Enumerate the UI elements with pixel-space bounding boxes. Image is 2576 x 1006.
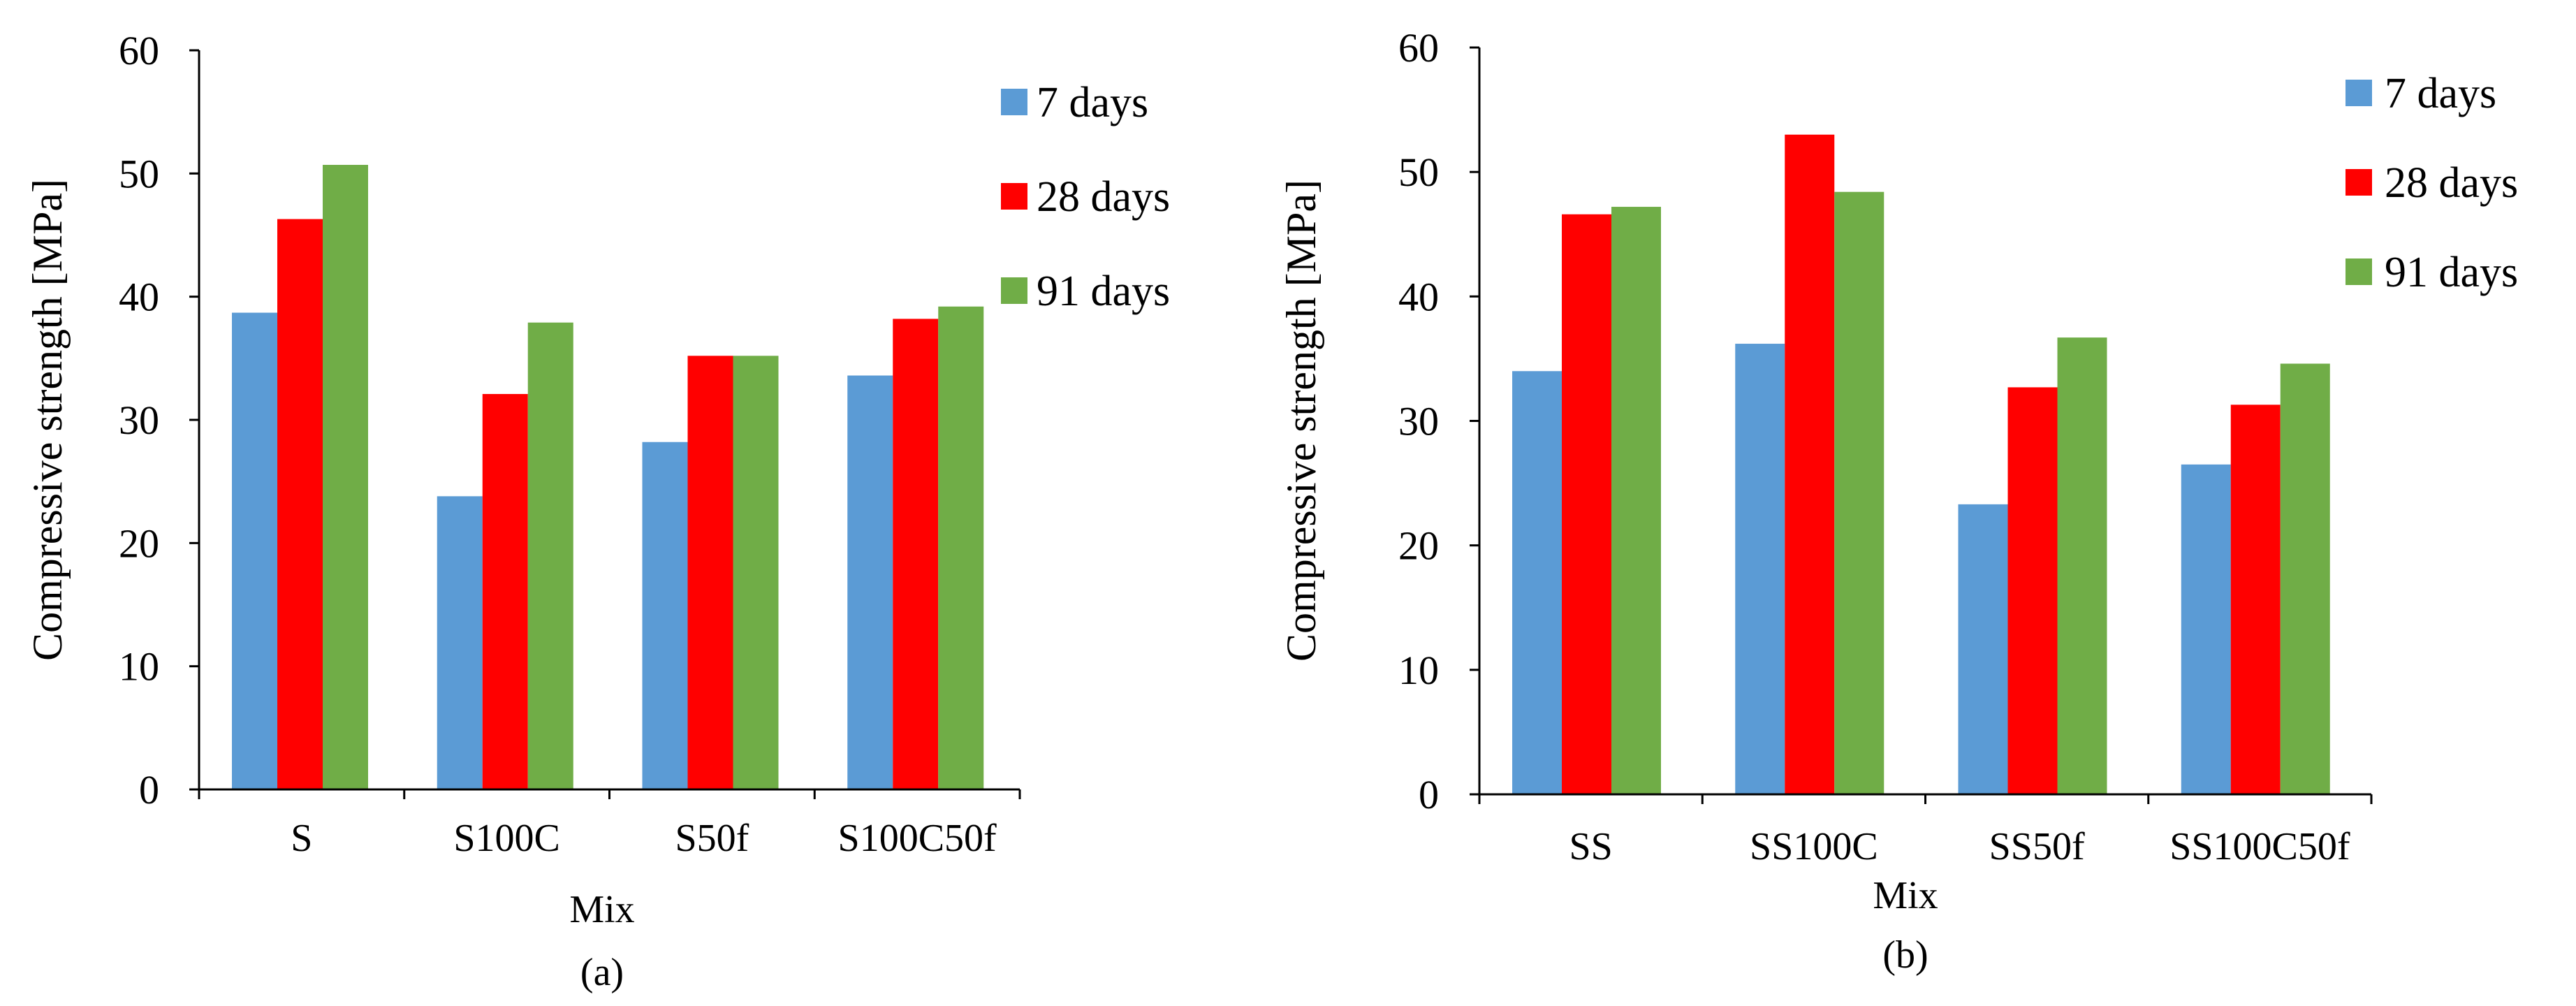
y-axis-title: Compressive strength [MPa]: [24, 179, 71, 661]
x-tick-label: S50f: [675, 817, 749, 860]
x-tick-label: SS100C: [1750, 825, 1878, 868]
panel-label: (a): [580, 951, 624, 994]
y-tick-label: 30: [119, 398, 159, 443]
bar-ss50f-28-days: [2007, 387, 2058, 794]
legend-swatch-7-days: [2346, 80, 2372, 106]
bar-s100c-7-days: [437, 496, 483, 789]
bar-ss100c50f-28-days: [2230, 404, 2281, 794]
bar-ss100c-7-days: [1735, 344, 1785, 795]
x-tick-label: SS50f: [1989, 825, 2085, 868]
bar-s-91-days: [323, 164, 368, 790]
legend-label: 91 days: [1037, 268, 1170, 315]
bar-s100c-91-days: [527, 322, 573, 789]
legend-swatch-91-days: [1001, 277, 1027, 304]
legend-swatch-28-days: [2346, 169, 2372, 196]
x-tick-label: SS: [1569, 825, 1612, 868]
y-axis-title: Compressive strength [MPa]: [1278, 180, 1324, 662]
bar-ss50f-7-days: [1958, 504, 2008, 794]
panel-label: (b): [1882, 933, 1928, 977]
x-tick-label: S100C: [453, 817, 560, 860]
y-tick-label: 60: [119, 28, 159, 73]
x-tick-label: S100C50f: [838, 817, 997, 860]
legend-swatch-91-days: [2346, 258, 2372, 285]
y-tick-label: 40: [1398, 274, 1439, 319]
x-tick-label: S: [291, 817, 312, 860]
bar-s100c50f-28-days: [893, 319, 939, 789]
bar-ss100c-91-days: [1834, 191, 1885, 794]
legend: 7 days 28 days 91 days: [2346, 70, 2518, 296]
bar-s-7-days: [232, 312, 277, 790]
legend-label: 7 days: [1037, 79, 1148, 126]
legend-label: 7 days: [2385, 70, 2496, 117]
y-tick-label: 50: [1398, 150, 1439, 195]
y-tick-label: 30: [1398, 399, 1439, 444]
x-axis-title: Mix: [1873, 874, 1938, 917]
y-tick-label: 50: [119, 151, 159, 196]
chart-panel-a: 0 10 20 30 40 50 60 S S100C S50f S100C50f Mix Compre…: [24, 28, 1170, 994]
legend-swatch-28-days: [1001, 183, 1027, 210]
bar-s50f-28-days: [687, 356, 733, 790]
legend-label: 28 days: [2385, 159, 2518, 207]
y-tick-label: 60: [1398, 25, 1439, 71]
bar-s50f-91-days: [733, 356, 779, 790]
legend-swatch-7-days: [1001, 89, 1027, 115]
y-tick-label: 10: [1398, 648, 1439, 693]
y-tick-label: 0: [1419, 772, 1439, 817]
bar-s100c50f-91-days: [938, 306, 984, 790]
bar-ss-91-days: [1611, 207, 1661, 794]
bar-ss100c-28-days: [1785, 134, 1835, 794]
y-tick-label: 40: [119, 275, 159, 320]
y-tick-label: 20: [119, 520, 159, 566]
legend-label: 28 days: [1037, 173, 1170, 221]
legend: 7 days 28 days 91 days: [1001, 79, 1170, 315]
bar-ss100c50f-7-days: [2181, 464, 2231, 794]
y-tick-label: 0: [139, 767, 159, 812]
y-tick-label: 20: [1398, 523, 1439, 569]
bar-s50f-7-days: [642, 442, 688, 789]
x-axis-title: Mix: [569, 888, 634, 931]
bar-ss50f-91-days: [2057, 337, 2107, 795]
x-tick-label: SS100C50f: [2169, 825, 2350, 868]
bar-ss100c50f-91-days: [2280, 363, 2330, 794]
bar-s-28-days: [277, 219, 323, 789]
chart-panel-b: 0 10 20 30 40 50 60 SS SS100C SS50f SS100C50f Mix Co…: [1278, 25, 2518, 977]
y-tick-label: 10: [119, 644, 159, 690]
bar-s100c50f-7-days: [847, 375, 893, 789]
bar-s100c-28-days: [482, 393, 528, 789]
legend-label: 91 days: [2385, 249, 2518, 296]
bar-ss-7-days: [1512, 371, 1562, 794]
bar-ss-28-days: [1562, 214, 1611, 794]
